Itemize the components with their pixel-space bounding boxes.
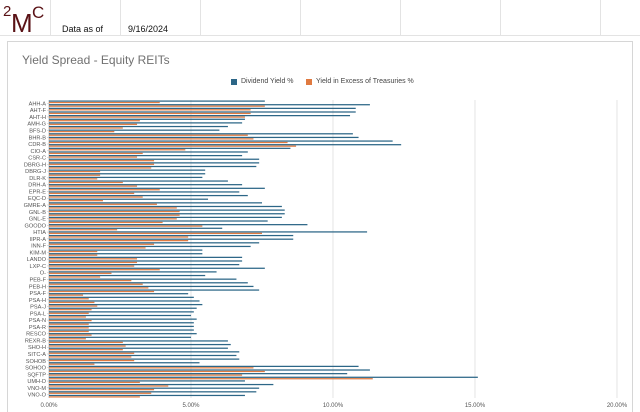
chart-panel: [7, 41, 633, 412]
legend-label-excess: Yield in Excess of Treasuries %: [316, 78, 414, 85]
top-bar: 2 M C Data as of 9/16/2024: [0, 0, 640, 36]
legend-swatch-excess: [306, 78, 312, 85]
legend-swatch-dividend: [231, 78, 237, 85]
sheet-gridlines: [0, 0, 640, 36]
legend-label-dividend: Dividend Yield %: [241, 78, 294, 85]
legend-item-dividend-yield: Dividend Yield %: [231, 78, 294, 85]
legend-item-excess-yield: Yield in Excess of Treasuries %: [306, 78, 414, 85]
logo-m: M: [11, 8, 33, 35]
data-as-of-date: 9/16/2024: [128, 24, 169, 34]
logo-c: C: [32, 3, 44, 22]
chart-legend: Dividend Yield % Yield in Excess of Trea…: [0, 78, 640, 90]
logo-digit: 2: [3, 3, 11, 20]
company-logo: 2 M C: [3, 3, 44, 35]
data-as-of-label: Data as of: [62, 24, 104, 34]
chart-title: Yield Spread - Equity REITs: [22, 53, 170, 67]
